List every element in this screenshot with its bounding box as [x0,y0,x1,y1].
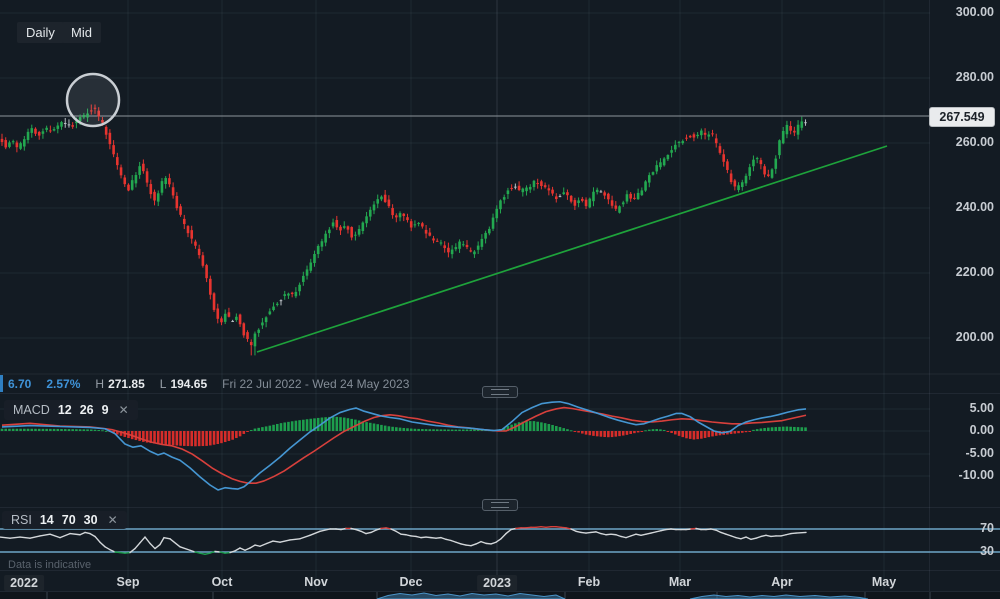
rsi-tick-label: 30 [980,544,994,558]
time-axis-label: 2022 [4,575,44,591]
time-axis-label: Sep [116,575,140,589]
macd-close-icon[interactable]: ✕ [118,403,129,417]
rsi-param-overbought: 70 [61,513,76,527]
price-tick-label: 240.00 [955,200,994,214]
splitter-grip-icon [491,389,509,395]
price-tick-label: 220.00 [955,265,994,279]
time-axis-label: Dec [399,575,423,589]
price-tick-label: 260.00 [955,135,994,149]
macd-param-slow: 26 [79,403,94,417]
status-accent-bar [0,375,3,392]
macd-tick-label: -5.00 [965,446,995,460]
high-stat: H 271.85 [95,377,145,391]
macd-panel-splitter[interactable] [482,386,518,398]
macd-tick-label: -10.00 [958,468,994,482]
change-percent: 2.57% [46,377,81,391]
time-axis-label: 2023 [477,575,517,591]
rsi-tick-label: 70 [980,521,994,535]
time-axis-label: Mar [668,575,692,589]
change-value: 6.70 [8,377,32,391]
price-tick-label: 200.00 [955,330,994,344]
date-range: Fri 22 Jul 2022 - Wed 24 May 2023 [222,377,410,391]
splitter-grip-icon [491,502,509,508]
time-axis-label: Nov [304,575,328,589]
price-tick-label: 300.00 [955,5,994,19]
macd-param-signal: 9 [101,403,109,417]
data-indicative-note: Data is indicative [8,559,92,571]
status-bar: 6.70 2.57% H 271.85 L 194.65 Fri 22 Jul 20… [8,377,409,391]
last-price-badge: 267.549 [929,107,995,127]
macd-name: MACD [13,403,50,417]
rsi-indicator-label: RSI 14 70 30 ✕ [2,511,127,529]
low-stat: L 194.65 [159,377,208,391]
time-axis-label: Apr [771,575,793,589]
rsi-close-icon[interactable]: ✕ [107,513,118,527]
macd-indicator-label: MACD 12 26 9 ✕ [4,400,138,420]
time-axis-label: May [871,575,897,589]
macd-param-fast: 12 [57,403,72,417]
time-axis-label: Oct [211,575,233,589]
rsi-name: RSI [11,513,32,527]
rsi-param-period: 14 [39,513,54,527]
time-axis-label: Feb [577,575,601,589]
macd-tick-label: 5.00 [969,401,994,415]
rsi-panel-splitter[interactable] [482,499,518,511]
rsi-param-oversold: 30 [83,513,98,527]
charttype-mid-button[interactable]: Mid [62,22,101,43]
macd-tick-label: 0.00 [969,423,994,437]
price-tick-label: 280.00 [955,70,994,84]
timeframe-daily-button[interactable]: Daily [17,22,64,43]
